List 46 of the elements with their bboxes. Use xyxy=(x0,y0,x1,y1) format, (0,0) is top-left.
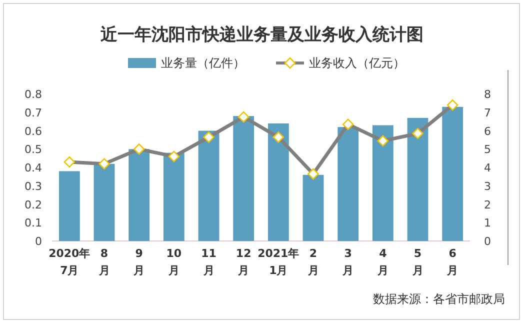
y2-tick-label: 4 xyxy=(484,162,491,174)
bar xyxy=(94,164,115,241)
x-tick-label: 9 月 xyxy=(132,247,145,277)
legend-label: 业务量（亿件） xyxy=(161,56,245,70)
chart-title: 近一年沈阳市快递业务量及业务收入统计图 xyxy=(100,25,424,45)
x-tick-label: 8 月 xyxy=(98,247,110,277)
y2-tick-label: 5 xyxy=(484,143,491,156)
y-tick-label: 0.5 xyxy=(24,143,42,156)
y2-tick-label: 7 xyxy=(484,106,491,120)
y-tick-label: 0 xyxy=(35,235,42,248)
y2-tick-label: 0 xyxy=(484,235,491,248)
x-tick-label: 11 月 xyxy=(201,247,216,277)
y2-tick-label: 3 xyxy=(484,180,491,193)
y-tick-label: 0.4 xyxy=(24,162,42,174)
bar xyxy=(442,106,464,241)
y2-tick-label: 6 xyxy=(484,124,491,138)
bar xyxy=(198,130,220,241)
bar xyxy=(302,174,324,241)
y2-tick-label: 2 xyxy=(484,198,491,212)
bar xyxy=(338,127,359,241)
y-tick-label: 0.3 xyxy=(24,180,42,193)
y-tick-label: 0.8 xyxy=(24,88,42,101)
y2-tick-label: 8 xyxy=(484,88,491,101)
y-tick-label: 0.1 xyxy=(24,216,42,230)
y-tick-label: 0.6 xyxy=(24,124,42,138)
x-tick-label: 10 月 xyxy=(166,247,182,277)
bar xyxy=(128,149,150,241)
bar xyxy=(407,118,428,241)
bar xyxy=(233,116,254,241)
x-tick-label: 2021年 1月 xyxy=(258,247,300,277)
bar xyxy=(163,152,184,241)
x-tick-label: 12 月 xyxy=(236,247,252,277)
bar xyxy=(268,123,289,241)
x-tick-label: 6 月 xyxy=(446,247,458,277)
bar xyxy=(372,125,394,241)
legend-label: 业务收入（亿元） xyxy=(309,56,405,70)
y-tick-label: 0.7 xyxy=(24,106,42,120)
x-tick-label: 2 月 xyxy=(306,247,319,277)
x-tick-label: 3 月 xyxy=(342,247,354,277)
y-tick-label: 0.2 xyxy=(24,198,42,212)
bar xyxy=(58,171,80,241)
x-tick-label: 2020年 7月 xyxy=(48,247,90,277)
x-tick-label: 5 月 xyxy=(411,247,424,277)
y2-tick-label: 1 xyxy=(484,216,491,230)
source-note: 数据来源：各省市邮政局 xyxy=(373,292,505,306)
x-tick-label: 4 月 xyxy=(376,247,388,277)
